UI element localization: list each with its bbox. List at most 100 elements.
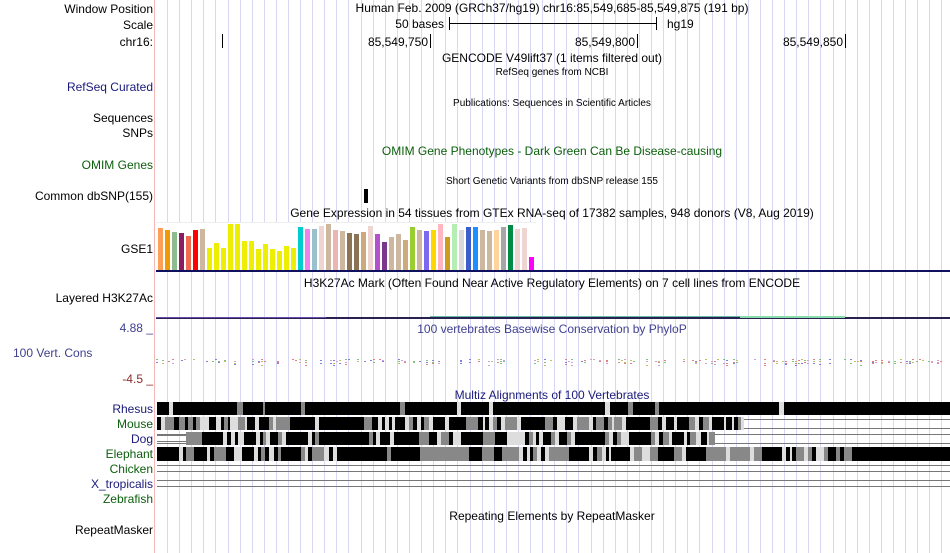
gencode-track-title[interactable]: GENCODE V49lift37 (1 items filtered out) [441, 51, 663, 65]
gtex-tissue-bar[interactable] [277, 251, 282, 270]
gtex-tissue-bar[interactable] [186, 236, 191, 270]
gtex-tissue-bar[interactable] [340, 231, 345, 270]
gtex-tissue-bar[interactable] [249, 241, 254, 270]
repeatmasker-track-title[interactable]: Repeating Elements by RepeatMasker [449, 509, 655, 523]
gtex-tissue-bar[interactable] [179, 233, 184, 270]
gtex-tissue-bar[interactable] [389, 237, 394, 270]
gtex-tissue-bar[interactable] [158, 228, 163, 270]
gtex-tissue-bar[interactable] [368, 226, 373, 270]
gtex-tissue-bar[interactable] [494, 230, 499, 270]
refseq-curated-label[interactable]: RefSeq Curated [66, 80, 153, 94]
gtex-tissue-bar[interactable] [354, 234, 359, 270]
gtex-tissue-bar[interactable] [200, 229, 205, 270]
species-label-elephant[interactable]: Elephant [105, 447, 153, 461]
gtex-tissue-bar[interactable] [403, 240, 408, 270]
publications-track-title[interactable]: Publications: Sequences in Scientific Ar… [453, 98, 651, 109]
omim-track-title[interactable]: OMIM Gene Phenotypes - Dark Green Can Be… [381, 144, 723, 158]
gtex-tissue-bar[interactable] [396, 234, 401, 270]
gtex-tissue-bar[interactable] [515, 229, 520, 270]
gtex-tissue-bar[interactable] [326, 224, 331, 270]
gtex-tissue-bar[interactable] [312, 229, 317, 270]
gtex-tissue-bar[interactable] [417, 230, 422, 270]
grid-line [857, 0, 858, 553]
gtex-tissue-bar[interactable] [172, 232, 177, 270]
gtex-tissue-bar[interactable] [256, 249, 261, 270]
gtex-tissue-bar[interactable] [207, 248, 212, 270]
gtex-tissue-bar[interactable] [361, 232, 366, 270]
refseq-track-title[interactable]: RefSeq genes from NCBI [495, 67, 609, 78]
grid-line [361, 0, 362, 553]
species-label-mouse[interactable]: Mouse [116, 417, 153, 431]
gtex-tissue-bar[interactable] [298, 227, 303, 270]
dbsnp-track-title[interactable]: Short Genetic Variants from dbSNP releas… [446, 176, 658, 187]
gtex-tissue-bar[interactable] [445, 237, 450, 270]
gtex-tissue-bar[interactable] [319, 226, 324, 270]
gtex-tissue-bar[interactable] [263, 244, 268, 270]
species-label-dog[interactable]: Dog [130, 432, 153, 446]
gtex-tissue-bar[interactable] [480, 230, 485, 270]
snps-label[interactable]: SNPs [122, 126, 153, 140]
snp-variant-mark[interactable] [364, 189, 368, 203]
gtex-tissue-bar[interactable] [501, 227, 506, 270]
vert-cons-label[interactable]: 100 Vert. Cons [13, 346, 93, 360]
phylop-conservation-plot[interactable] [156, 345, 950, 375]
layered-h3k27ac-label[interactable]: Layered H3K27Ac [55, 291, 153, 305]
alignment-block [655, 402, 659, 415]
gtex-tissue-bar[interactable] [214, 243, 219, 270]
omim-genes-label[interactable]: OMIM Genes [81, 158, 153, 172]
gtex-tissue-bar[interactable] [459, 230, 464, 270]
gtex-tissue-bar[interactable] [235, 224, 240, 270]
gtex-tissue-bar[interactable] [424, 231, 429, 270]
alignment-block [200, 417, 209, 430]
common-dbsnp-label[interactable]: Common dbSNP(155) [34, 189, 153, 203]
gtex-tissue-bar[interactable] [466, 227, 471, 270]
phylop-score-mark [261, 361, 263, 362]
grid-line [228, 0, 229, 553]
multiz-track-title[interactable]: Multiz Alignments of 100 Vertebrates [454, 388, 650, 402]
phylop-score-mark [658, 365, 660, 366]
repeatmasker-label[interactable]: RepeatMasker [74, 523, 153, 537]
species-label-x-tropicalis[interactable]: X_tropicalis [90, 477, 153, 491]
alignment-block [622, 417, 626, 430]
gtex-tissue-bar[interactable] [165, 230, 170, 270]
alignment-row-mouse[interactable] [157, 417, 950, 430]
gtex-tissue-bar[interactable] [487, 231, 492, 270]
gtex-tissue-bar[interactable] [284, 246, 289, 270]
alignment-row-dog[interactable] [157, 432, 950, 445]
phylop-score-mark [299, 359, 301, 360]
gtex-tissue-bar[interactable] [452, 224, 457, 270]
gtex-tissue-bar[interactable] [193, 230, 198, 270]
gtex-tissue-bar[interactable] [410, 227, 415, 270]
gtex-tissue-bar[interactable] [270, 249, 275, 270]
alignment-block [466, 417, 478, 430]
gtex-tissue-bar[interactable] [473, 227, 478, 270]
alignment-row-rhesus[interactable] [157, 402, 950, 415]
gtex-tissue-bar[interactable] [431, 230, 436, 270]
gtex-tissue-bar[interactable] [382, 242, 387, 270]
gtex-tissue-bar[interactable] [305, 229, 310, 270]
species-label-zebrafish[interactable]: Zebrafish [102, 492, 153, 506]
gtex-tissue-bar[interactable] [347, 233, 352, 270]
gtex-tissue-bar[interactable] [291, 248, 296, 270]
gtex-tissue-bar[interactable] [529, 257, 534, 270]
phylop-score-mark [357, 361, 359, 362]
cons-track-title[interactable]: 100 vertebrates Basewise Conservation by… [417, 322, 687, 336]
gtex-tissue-bar[interactable] [242, 241, 247, 270]
species-label-rhesus[interactable]: Rhesus [112, 402, 153, 416]
gtex-tissue-bar[interactable] [438, 224, 443, 270]
gtex-track-title[interactable]: Gene Expression in 54 tissues from GTEx … [290, 206, 814, 220]
h3k27ac-track-title[interactable]: H3K27Ac Mark (Often Found Near Active Re… [303, 276, 801, 290]
alignment-row-elephant[interactable] [157, 447, 950, 461]
phylop-score-mark [295, 360, 297, 361]
gtex-tissue-bar[interactable] [522, 228, 527, 270]
gtex-tissue-bar[interactable] [333, 230, 338, 270]
sequences-label[interactable]: Sequences [92, 111, 153, 125]
phylop-score-mark [581, 361, 583, 362]
gtex-tissue-bar[interactable] [508, 225, 513, 270]
species-label-chicken[interactable]: Chicken [109, 462, 153, 476]
gtex-tissue-bar[interactable] [221, 248, 226, 270]
gse1-label[interactable]: GSE1 [120, 242, 153, 256]
gtex-expression-chart[interactable] [156, 222, 536, 271]
gtex-tissue-bar[interactable] [228, 224, 233, 270]
gtex-tissue-bar[interactable] [375, 234, 380, 270]
